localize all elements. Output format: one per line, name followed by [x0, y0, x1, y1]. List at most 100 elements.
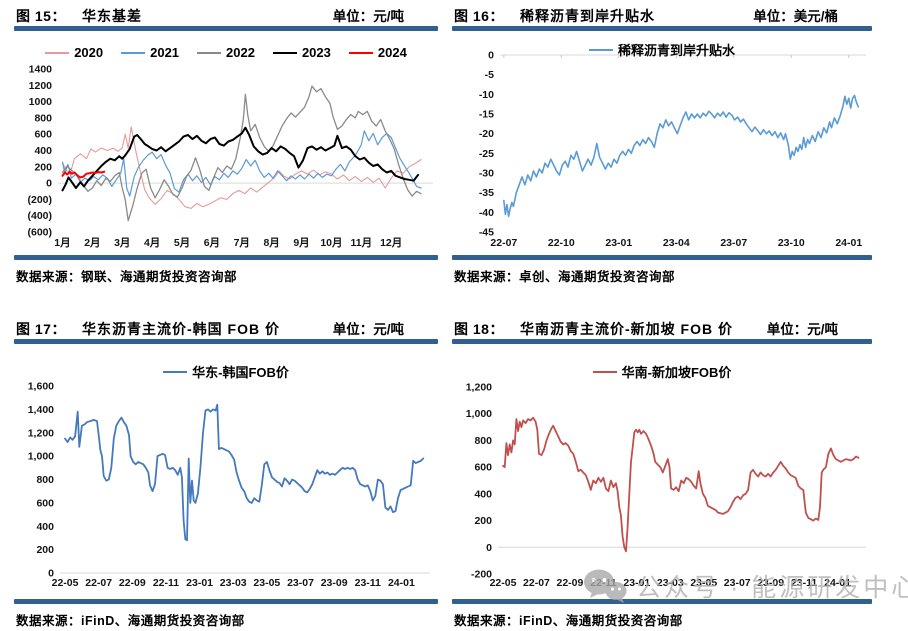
- x-axis-tick-label: 5月: [174, 237, 190, 249]
- figure-title: 稀释沥青到岸升贴水: [519, 8, 655, 24]
- x-axis-tick-label: 23-01: [605, 237, 632, 249]
- divider-bar-bottom: [452, 255, 872, 260]
- line-chart-canvas: 1月 2月 3月 4月 5月 6月 7月 8月 9月 10月 11月 12月 1400 1200 1000 8…: [27, 64, 433, 249]
- y-axis-tick-label: 1000: [29, 96, 53, 108]
- y-axis-tick-label: 0: [488, 50, 494, 62]
- figure-title: 华南沥青主流价-新加坡 FOB 价: [519, 321, 733, 337]
- y-axis-tick-label: -30: [479, 168, 494, 180]
- y-axis-tick-label: 600: [474, 462, 492, 474]
- y-axis-tick-label: (600): [27, 227, 52, 239]
- chart-area: 22-07 22-10 23-01 23-04 23-07 23-10 24-01 0 -5 -1…: [452, 31, 872, 255]
- y-axis-tick-label: -200: [471, 569, 492, 581]
- x-axis-tick-label: 22-11: [153, 577, 179, 589]
- x-axis-tick-label: 23-04: [663, 237, 690, 249]
- x-axis-tick-label: 2月: [84, 237, 100, 249]
- x-axis-tick-label: 22-07: [523, 577, 550, 589]
- x-axis-tick-label: 24-01: [824, 577, 851, 589]
- x-axis-tick-label: 24-01: [835, 237, 862, 249]
- x-axis-tick-label: 12月: [380, 237, 402, 249]
- x-axis-tick-label: 22-09: [556, 577, 583, 589]
- y-axis-tick-label: -35: [479, 187, 494, 199]
- x-axis-tick-label: 24-01: [388, 577, 415, 589]
- figure-title: 华东基差: [81, 8, 142, 24]
- wechat-icon: [584, 569, 627, 603]
- y-axis-tick-label: 1,000: [466, 408, 492, 420]
- divider-bar-bottom: [452, 599, 872, 604]
- divider-bar-top: [14, 339, 438, 344]
- unit-label: 单位：元/吨: [332, 322, 404, 337]
- x-axis-tick-label: 4月: [144, 237, 160, 249]
- divider-bar-top: [452, 339, 872, 344]
- figure-title: 华东沥青主流价-韩国 FOB 价: [81, 321, 280, 337]
- series-华东-韩国FOB价: [64, 403, 425, 542]
- series-2021: [61, 130, 422, 197]
- unit-label: 单位：元/吨: [332, 9, 404, 24]
- y-axis-tick-label: 200: [34, 161, 52, 173]
- x-axis-tick-label: 8月: [263, 237, 279, 249]
- x-axis-tick-label: 10月: [320, 237, 342, 249]
- figure-panel-15: 图 15： 华东基差 单位：元/吨 1月 2月 3月 4月 5月 6月 7月 8月 9月 10月 1…: [14, 4, 438, 285]
- unit-label: 单位：美元/桶: [753, 9, 838, 24]
- figure-header: 图 17： 华东沥青主流价-韩国 FOB 价 单位：元/吨: [14, 317, 438, 339]
- y-axis-tick-label: -20: [479, 128, 494, 140]
- x-axis-tick-label: 6月: [204, 237, 220, 249]
- x-axis-tick-label: 23-03: [220, 577, 247, 589]
- y-axis-tick-label: -25: [479, 148, 494, 160]
- x-axis-tick-label: 22-05: [52, 577, 79, 589]
- x-axis-tick-label: 23-05: [690, 577, 717, 589]
- x-axis-tick-label: 22-10: [548, 237, 575, 249]
- y-axis-tick-label: -5: [485, 69, 494, 81]
- y-axis-tick-label: 1,400: [28, 404, 54, 416]
- x-axis-tick-label: 23-07: [720, 237, 747, 249]
- x-axis-tick-label: 3月: [114, 237, 130, 249]
- figure-panel-16: 图 16： 稀释沥青到岸升贴水 单位：美元/桶 22-07 22-10 23-01 2…: [452, 4, 872, 285]
- x-axis-tick-label: 23-07: [724, 577, 751, 589]
- y-axis-tick-label: -15: [479, 109, 494, 121]
- y-axis-tick-label: -10: [479, 89, 494, 101]
- y-axis-tick-label: 0: [486, 542, 492, 554]
- y-axis-tick-label: (400): [27, 210, 52, 222]
- y-axis-tick-label: 800: [34, 112, 52, 124]
- series-2024: [61, 170, 106, 179]
- x-axis-tick-label: 22-05: [490, 577, 517, 589]
- x-axis-tick-label: 23-09: [757, 577, 784, 589]
- divider-bar-top: [452, 26, 872, 31]
- y-axis-tick-label: 1,200: [466, 382, 492, 394]
- x-axis-tick-label: 23-07: [287, 577, 314, 589]
- y-axis-tick-label: -45: [479, 227, 494, 239]
- y-axis-tick-label: 400: [34, 145, 52, 157]
- y-axis-tick-label: 400: [36, 521, 54, 533]
- y-axis-tick-label: 800: [36, 474, 54, 486]
- data-source: 数据来源：iFinD、海通期货投资咨询部: [16, 614, 245, 628]
- divider-bar-top: [14, 26, 438, 31]
- series-华南-新加坡FOB价: [502, 416, 860, 553]
- y-axis-tick-label: 800: [474, 435, 492, 447]
- x-axis-tick-label: 23-11: [355, 577, 381, 589]
- data-source: 数据来源：钢联、海通期货投资咨询部: [16, 270, 238, 284]
- line-chart-canvas: 22-0522-0722-0922-1123-0123-0323-0523-07…: [466, 382, 866, 589]
- series-2020: [61, 126, 422, 209]
- y-axis-tick-label: 1400: [29, 64, 53, 76]
- figure-header: 图 16： 稀释沥青到岸升贴水 单位：美元/桶: [452, 4, 872, 26]
- chart-area: 22-0522-0722-0922-1123-0123-0323-0523-07…: [452, 344, 872, 599]
- chart-area: 1月 2月 3月 4月 5月 6月 7月 8月 9月 10月 11月 12月 1400 1200 1000 8…: [14, 31, 438, 255]
- data-source: 数据来源：iFinD、海通期货投资咨询部: [454, 614, 683, 628]
- figure-header: 图 18： 华南沥青主流价-新加坡 FOB 价 单位：元/吨: [452, 317, 872, 339]
- x-axis-tick-label: 23-01: [623, 577, 650, 589]
- data-source: 数据来源：卓创、海通期货投资咨询部: [454, 270, 676, 284]
- y-axis-tick-label: 0: [48, 568, 54, 580]
- figure-header: 图 15： 华东基差 单位：元/吨: [14, 4, 438, 26]
- y-axis-tick-label: 1,200: [28, 427, 54, 439]
- figure-number: 图 17：: [16, 321, 66, 337]
- y-axis-tick-label: 200: [474, 515, 492, 527]
- y-axis-tick-label: 600: [36, 497, 54, 509]
- x-axis-tick-label: 1月: [54, 237, 70, 249]
- divider-bar-bottom: [14, 255, 438, 260]
- y-axis-tick-label: (200): [27, 194, 52, 206]
- series-2023: [61, 126, 420, 192]
- figure-number: 图 16：: [454, 8, 504, 24]
- x-axis-tick-label: 23-01: [186, 577, 213, 589]
- figure-number: 图 18：: [454, 321, 504, 337]
